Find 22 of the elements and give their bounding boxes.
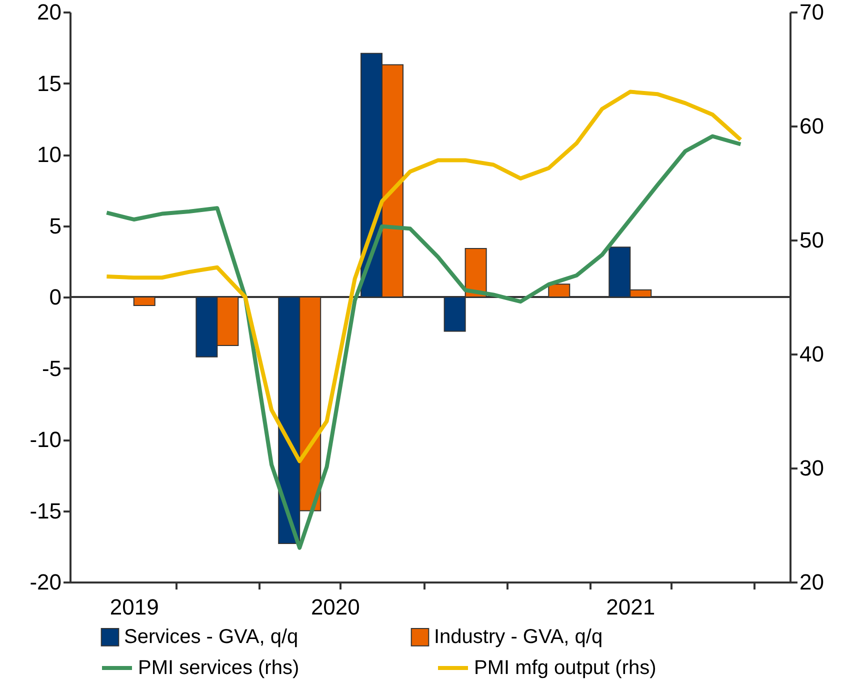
x-tick-label: 2021 xyxy=(606,594,656,620)
y2-tick-label: 30 xyxy=(800,456,824,480)
y-tick-label: 20 xyxy=(37,0,62,24)
x-tick-label: 2020 xyxy=(310,594,360,620)
y2-tick-label: 40 xyxy=(800,342,824,366)
y-tick-label: 5 xyxy=(49,213,62,238)
y2-tick-label: 60 xyxy=(800,114,824,138)
y-tick-label: -15 xyxy=(30,498,62,524)
y2-tick-label: 20 xyxy=(800,570,824,594)
y-tick-label: 15 xyxy=(37,70,62,96)
y-tick-label: -20 xyxy=(30,570,62,594)
y-tick-label: -5 xyxy=(42,356,62,381)
y2-tick-label: 50 xyxy=(800,228,824,252)
legend-label: Services - GVA, q/q xyxy=(124,626,298,648)
y2-tick-label: 70 xyxy=(800,0,824,24)
x-tick-label: 2019 xyxy=(110,594,159,620)
legend-label: Industry - GVA, q/q xyxy=(434,626,603,648)
legend-label: PMI mfg output (rhs) xyxy=(474,657,656,679)
legend-label: PMI services (rhs) xyxy=(138,657,300,679)
y-tick-label: 10 xyxy=(37,142,62,167)
y-tick-label: -10 xyxy=(30,427,62,452)
y-tick-label: 0 xyxy=(49,284,62,310)
